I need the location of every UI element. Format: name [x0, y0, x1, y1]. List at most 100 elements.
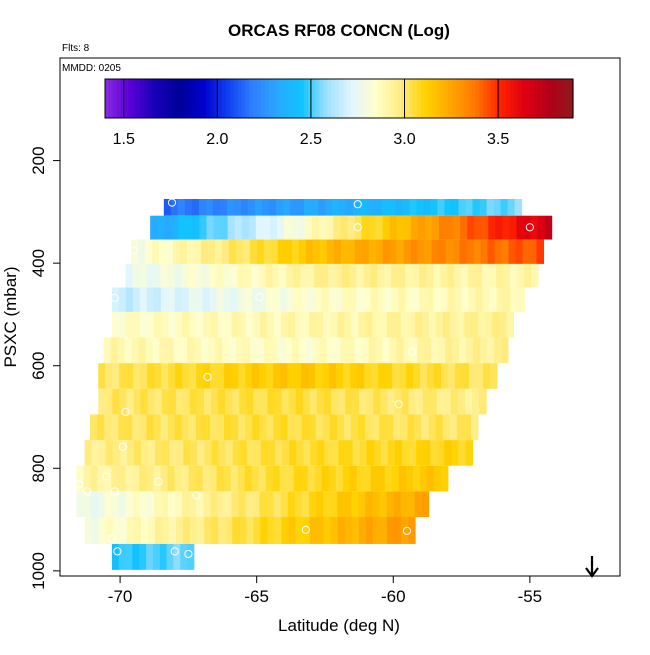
heatmap-cell — [287, 414, 296, 441]
heatmap-cell — [146, 465, 154, 492]
heatmap-cell — [266, 311, 275, 338]
heatmap-cell — [118, 465, 126, 492]
colorbar-swatch — [409, 79, 414, 118]
heatmap-cell — [316, 517, 325, 544]
heatmap-cell — [407, 414, 415, 441]
heatmap-cell — [208, 337, 216, 364]
heatmap-cell — [438, 239, 447, 264]
heatmap-cell — [209, 414, 218, 441]
heatmap-cell — [396, 239, 405, 264]
heatmap-cell — [459, 337, 467, 364]
heatmap-cell — [262, 215, 271, 240]
heatmap-cell — [186, 239, 195, 264]
heatmap-cell — [431, 337, 439, 364]
colorbar-swatch — [487, 79, 492, 118]
heatmap-cell — [374, 199, 382, 216]
colorbar-swatch — [467, 79, 473, 118]
heatmap-cell — [349, 465, 358, 492]
heatmap-cell — [271, 337, 279, 364]
flight-marker — [167, 198, 177, 207]
heatmap-cell — [83, 465, 91, 492]
heatmap-cell — [483, 363, 491, 389]
heatmap-cell — [286, 465, 295, 492]
heatmap-cell — [147, 311, 155, 338]
heatmap-cell — [190, 517, 198, 544]
heatmap-cell — [489, 263, 497, 288]
heatmap-cell — [382, 337, 390, 364]
heatmap-cell — [168, 363, 176, 389]
heatmap-cell — [403, 239, 412, 264]
heatmap-cell — [119, 363, 127, 389]
heatmap-cell — [364, 363, 372, 389]
heatmap-cell — [537, 215, 546, 240]
heatmap-cell — [160, 491, 169, 518]
heatmap-cell — [188, 263, 196, 288]
heatmap-cell — [445, 239, 454, 264]
heatmap-cell — [118, 543, 127, 570]
heatmap-cell — [372, 491, 380, 518]
flight-marker — [184, 549, 193, 559]
heatmap-cell — [145, 337, 153, 364]
heatmap-cell — [174, 414, 183, 441]
colorbar-swatch — [479, 79, 484, 118]
heatmap-cell — [433, 287, 441, 312]
heatmap-cell — [232, 440, 241, 466]
heatmap-cell — [510, 287, 518, 312]
heatmap-cell — [434, 363, 442, 389]
colorbar-swatch — [428, 79, 434, 118]
heatmap-cell — [472, 199, 481, 216]
y-axis-label: PSXC (mbar) — [1, 266, 20, 367]
colorbar-swatch — [483, 79, 488, 118]
heatmap-cell — [284, 337, 293, 364]
heatmap-cell — [437, 199, 445, 216]
colorbar-swatch — [495, 79, 500, 118]
heatmap-cell — [408, 517, 416, 544]
heatmap-cell — [423, 440, 431, 466]
heatmap-cell — [252, 363, 260, 389]
heatmap-cell — [168, 517, 177, 544]
heatmap-cell — [231, 311, 240, 338]
heatmap-cell — [455, 363, 463, 389]
heatmap-cell — [238, 414, 246, 441]
colorbar-swatch — [385, 79, 391, 118]
colorbar-swatch — [144, 79, 149, 118]
heatmap-cell — [403, 337, 411, 364]
flight-marker — [154, 477, 163, 486]
heatmap-cell — [281, 517, 290, 544]
heatmap-cell — [392, 363, 400, 389]
heatmap-cell — [412, 465, 421, 492]
heatmap-cell — [452, 239, 461, 264]
heatmap-cell — [154, 517, 163, 544]
y-tick-label: 1000 — [29, 552, 48, 590]
heatmap-cell — [235, 239, 244, 264]
heatmap-cell — [212, 199, 221, 216]
colorbar-tick-label: 3.5 — [487, 131, 509, 148]
heatmap-cell — [166, 337, 174, 364]
heatmap-cell — [224, 311, 233, 338]
heatmap-cell — [146, 543, 154, 570]
heatmap-cell — [223, 263, 231, 288]
heatmap-cell — [405, 263, 413, 288]
colorbar-swatch — [440, 79, 445, 118]
colorbar-swatch — [300, 79, 305, 118]
heatmap-cell — [265, 287, 274, 312]
heatmap-cell — [469, 363, 477, 389]
heatmap-cell — [314, 263, 322, 288]
heatmap-cell — [272, 263, 280, 288]
heatmap-cell — [139, 287, 148, 312]
chart-title: ORCAS RF08 CONCN (Log) — [228, 21, 450, 40]
heatmap-cell — [373, 388, 381, 415]
heatmap-cell — [351, 517, 360, 544]
colorbar-swatch — [335, 79, 340, 118]
flight-marker — [113, 547, 122, 556]
heatmap-cell — [516, 215, 525, 240]
heatmap-cell — [298, 239, 307, 264]
heatmap-cell — [236, 337, 244, 364]
heatmap-cell — [322, 414, 331, 441]
heatmap-cell — [301, 491, 310, 518]
heatmap-cell — [202, 287, 211, 312]
colorbar-swatch — [163, 79, 168, 118]
heatmap-cell — [347, 337, 356, 364]
heatmap-cell — [461, 263, 469, 288]
heatmap-cell — [110, 337, 119, 364]
